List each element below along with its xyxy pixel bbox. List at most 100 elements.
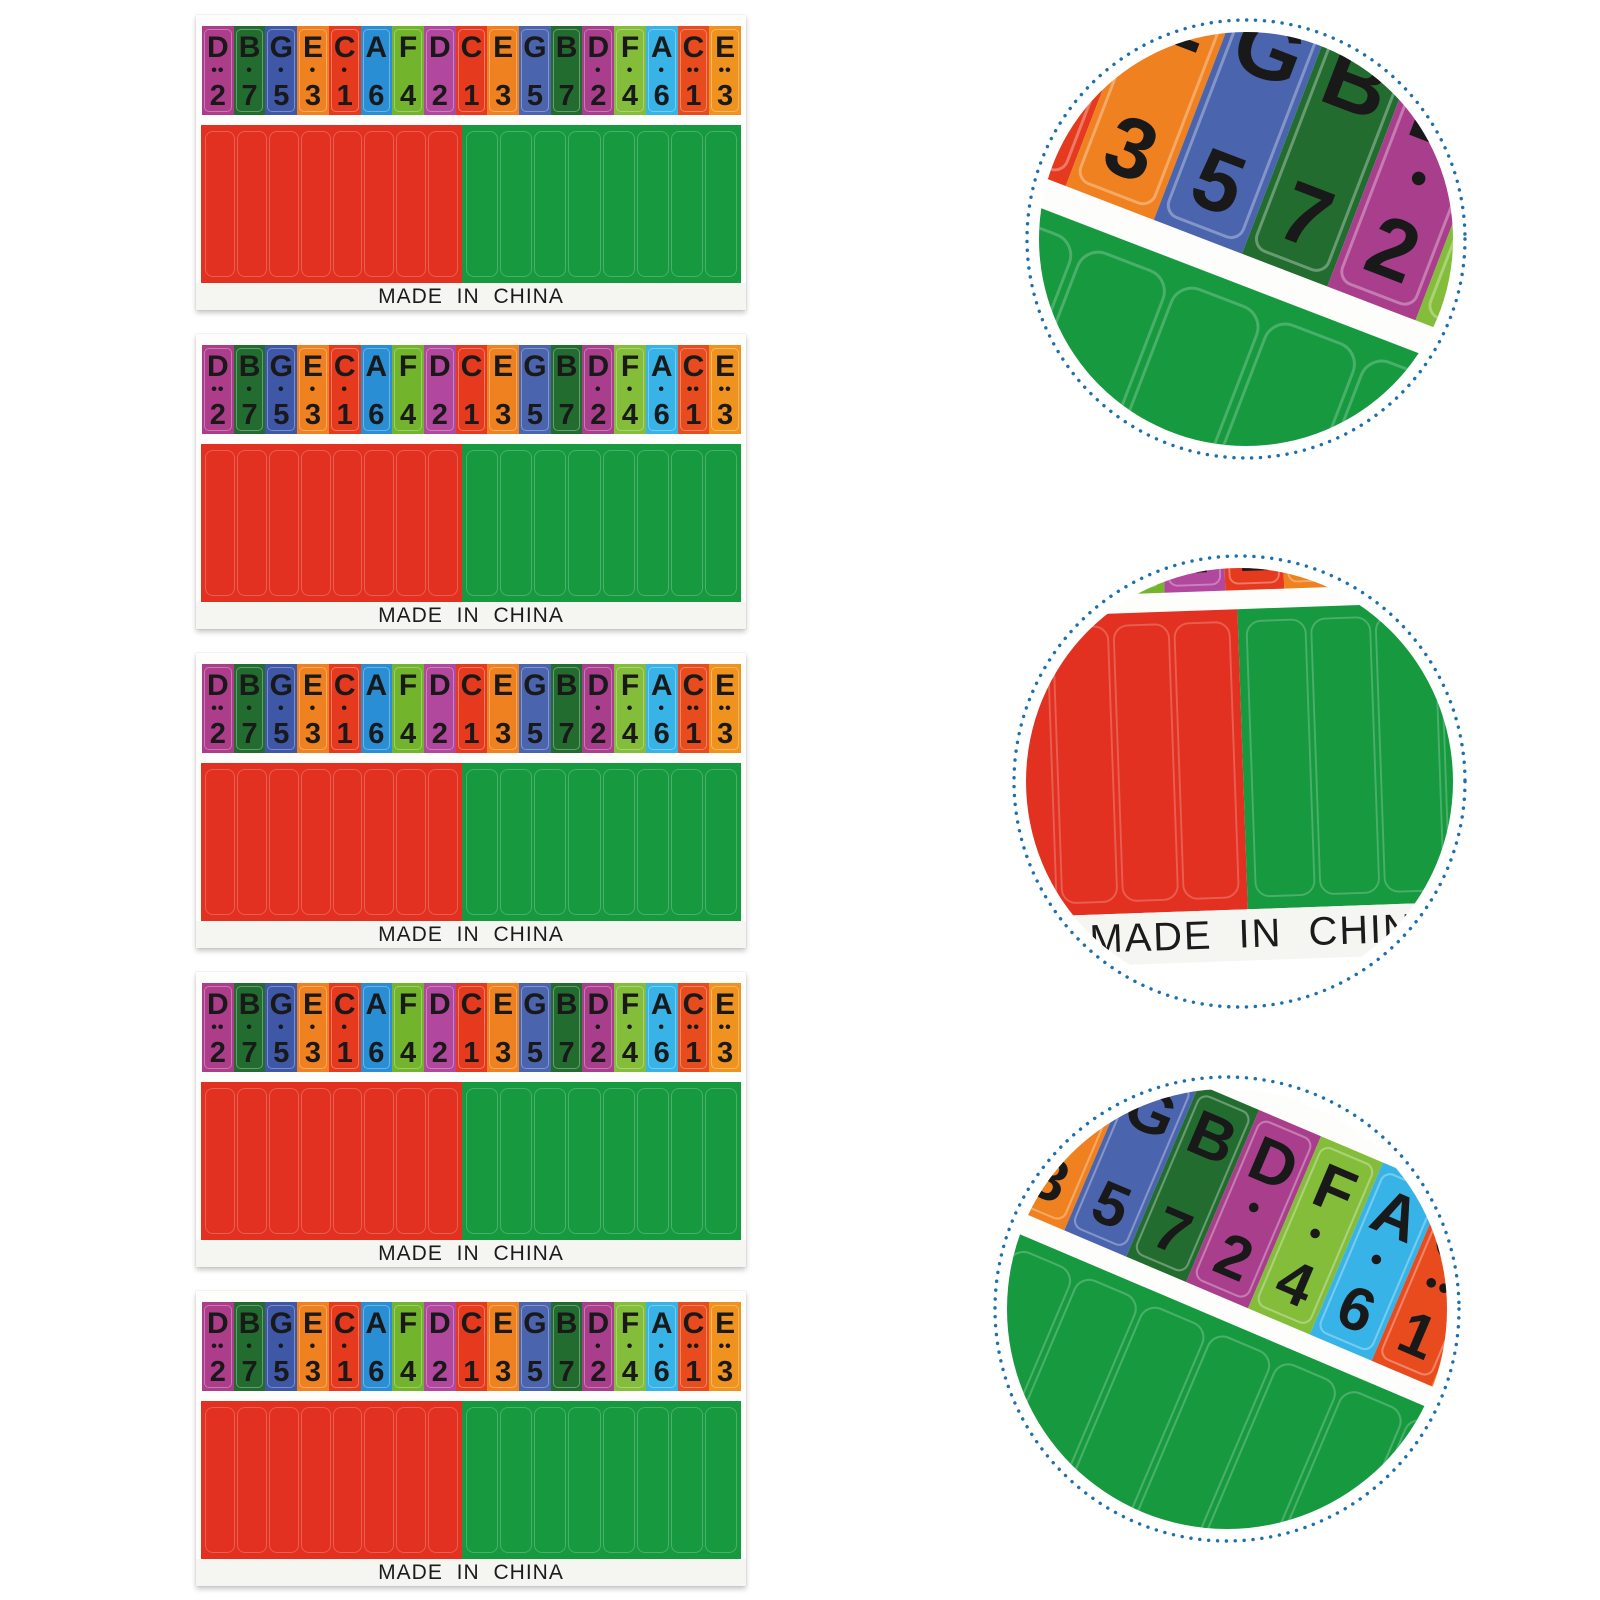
sticker-sheet: D••2B•7G•5E•3C•1A6F4D2C1E3G5B7D•2F•4A•6C… bbox=[1026, 568, 1453, 979]
note-tab: D • 2 bbox=[582, 664, 615, 753]
sticker-sheet: D••2B•7G•5E•3C•1A6F4D2C1E3G5B7D•2F•4A•6C… bbox=[1039, 32, 1453, 446]
tab-scale-number: 6 bbox=[368, 80, 385, 112]
tab-octave-dots: • bbox=[626, 1019, 634, 1036]
tab-octave-dots: • bbox=[594, 381, 602, 398]
zoom-detail-circle-1: D••2B•7G•5E•3C•1A6F4D2C1E3G5B7D•2F•4A•6C… bbox=[1025, 18, 1467, 460]
tab-scale-number: 7 bbox=[1403, 568, 1453, 579]
tab-scale-number: 1 bbox=[463, 399, 480, 431]
tab-note-letter: G bbox=[269, 350, 293, 383]
note-tab: E3 bbox=[1278, 568, 1346, 589]
tab-note-letter: E bbox=[302, 350, 323, 383]
tab-scale-number: 4 bbox=[621, 718, 639, 750]
sticker-strip bbox=[704, 131, 737, 277]
tab-scale-number: 6 bbox=[653, 1037, 670, 1069]
red-sticker-block bbox=[201, 444, 462, 602]
note-tab: E • 3 bbox=[297, 983, 329, 1072]
tab-octave-dots: • bbox=[658, 1019, 665, 1036]
sticker-strip bbox=[332, 131, 363, 277]
green-sticker-block bbox=[462, 1082, 741, 1240]
tab-scale-number: 2 bbox=[1162, 568, 1224, 587]
tab-scale-number: 2 bbox=[431, 1356, 448, 1388]
tab-note-letter: D bbox=[587, 31, 610, 64]
tab-octave-dots bbox=[487, 383, 519, 400]
tab-note-letter: B bbox=[238, 988, 261, 1021]
note-tab: A • 6 bbox=[645, 345, 678, 434]
sticker-strip bbox=[236, 1088, 267, 1234]
tab-note-letter: D bbox=[207, 988, 229, 1021]
tab-note-letter: F bbox=[398, 988, 418, 1021]
tab-scale-number: 3 bbox=[1283, 568, 1345, 583]
tab-note-letter: C bbox=[682, 31, 705, 64]
sticker-strip bbox=[205, 769, 235, 915]
tab-scale-number: 3 bbox=[304, 399, 322, 431]
tab-note-letter: E bbox=[715, 988, 736, 1021]
tab-scale-number: 3 bbox=[717, 80, 734, 112]
sticker-strip bbox=[500, 1407, 533, 1553]
sticker-strip bbox=[396, 450, 427, 596]
tab-note-letter: F bbox=[620, 350, 640, 383]
tab-scale-number: 4 bbox=[400, 80, 417, 112]
green-sticker-block bbox=[462, 444, 741, 602]
sticker-strip bbox=[396, 1407, 427, 1553]
tab-note-letter: D bbox=[587, 988, 610, 1021]
tab-note-letter: E bbox=[715, 669, 736, 702]
sticker-strip bbox=[268, 1088, 299, 1234]
sticker-strip bbox=[534, 131, 567, 277]
tab-note-letter: G bbox=[523, 31, 547, 64]
tab-scale-number: 2 bbox=[431, 80, 448, 112]
dotted-ring-border bbox=[1025, 18, 1467, 460]
tab-octave-dots: • bbox=[341, 381, 348, 398]
note-tab: B • 7 bbox=[233, 983, 266, 1072]
tab-octave-dots: •• bbox=[718, 1019, 732, 1036]
sticker-strip bbox=[396, 131, 427, 277]
tab-octave-dots bbox=[519, 1340, 551, 1357]
tab-scale-number: 4 bbox=[400, 718, 417, 750]
sticker-strip bbox=[568, 769, 601, 915]
note-tab: A • 6 bbox=[645, 664, 678, 753]
tab-scale-number: 7 bbox=[558, 1037, 575, 1069]
tab-scale-number: 5 bbox=[273, 1037, 290, 1069]
sticker-strip bbox=[636, 769, 669, 915]
tab-scale-number: 2 bbox=[590, 718, 607, 750]
tab-note-letter: E bbox=[493, 350, 514, 383]
tab-scale-number: 5 bbox=[526, 399, 543, 431]
tab-note-letter: F bbox=[398, 669, 418, 702]
sticker-strip bbox=[500, 769, 533, 915]
tab-octave-dots: •• bbox=[686, 1338, 700, 1355]
tab-octave-dots: • bbox=[277, 62, 285, 79]
tab-octave-dots: •• bbox=[718, 62, 732, 79]
tab-scale-number: 2 bbox=[590, 80, 607, 112]
green-sticker-block bbox=[1237, 590, 1453, 910]
tab-note-letter: D bbox=[207, 1307, 229, 1340]
sticker-strip bbox=[500, 1088, 533, 1234]
tab-scale-number: 6 bbox=[653, 718, 670, 750]
tab-note-letter: F bbox=[398, 350, 418, 383]
sticker-strip bbox=[534, 450, 567, 596]
sticker-strip bbox=[670, 131, 703, 277]
tab-octave-dots bbox=[424, 64, 456, 81]
note-tab: C•1 bbox=[328, 26, 361, 115]
tab-octave-dots: • bbox=[341, 62, 348, 79]
sticker-strip bbox=[670, 1088, 703, 1234]
note-tab: G • 5 bbox=[265, 983, 298, 1072]
tab-note-letter: E bbox=[302, 1307, 323, 1340]
sticker-strip bbox=[268, 450, 299, 596]
tab-note-letter: E bbox=[302, 669, 323, 702]
red-sticker-block bbox=[201, 1082, 462, 1240]
tab-note-letter: G bbox=[523, 669, 547, 702]
tab-note-letter: F bbox=[620, 1307, 640, 1340]
tab-note-letter: F bbox=[620, 988, 640, 1021]
sticker-strip bbox=[704, 1088, 737, 1234]
tab-scale-number: 5 bbox=[273, 80, 290, 112]
